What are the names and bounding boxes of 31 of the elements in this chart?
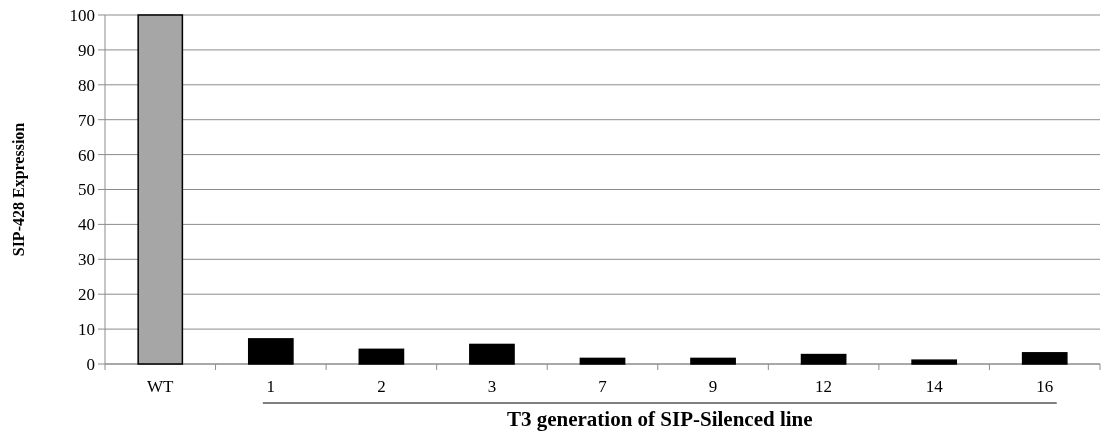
x-tick-label: 16 [1036,377,1054,396]
bar [469,343,515,365]
x-tick-label: WT [147,377,175,396]
bar [690,357,736,365]
bar [247,338,294,365]
x-tick-label: 3 [487,377,497,396]
x-tick-label: 9 [708,377,718,396]
bar [137,14,184,365]
x-tick-label: 7 [598,377,608,396]
x-tick-label: 14 [925,377,944,396]
bar [358,348,405,365]
y-axis-title: SIP-428 Expression [10,122,28,257]
x-axis-title: T3 generation of SIP-Silenced line [506,407,813,431]
y-tick-label: 0 [86,354,95,374]
y-tick-label: 60 [78,145,95,165]
y-tick-label: 40 [78,215,95,235]
y-tick-label: 30 [78,250,95,270]
y-tick-label: 70 [78,110,95,130]
y-tick-label: 80 [78,75,95,95]
x-tick-label: 12 [815,377,833,396]
bar [1021,352,1068,365]
y-tick-label: 20 [78,285,95,305]
y-tick-label: 50 [78,180,95,200]
bar [800,353,847,365]
y-tick-label: 10 [78,320,95,340]
y-tick-label: 90 [78,40,95,60]
y-tick-label: 100 [69,5,95,25]
x-tick-label: 1 [266,377,276,396]
bar [579,357,626,365]
x-tick-label: 2 [377,377,386,396]
bar [911,359,958,365]
